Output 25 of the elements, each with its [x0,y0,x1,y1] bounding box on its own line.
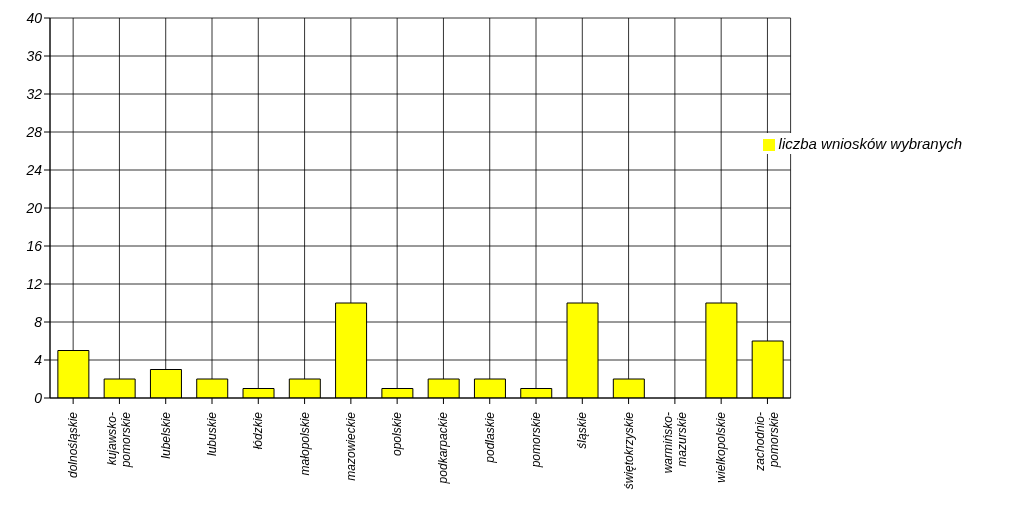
x-tick-label: mazowieckie [343,411,358,481]
x-tick-label: łódzkie [251,411,266,450]
x-tick-label: dolnośląskie [66,411,81,479]
x-tick-label: opolskie [390,411,405,457]
x-tick-label: wielkopolskie [714,411,729,483]
y-tick-label: 8 [34,313,43,330]
y-tick-label: 40 [26,9,43,26]
y-tick-label: 28 [25,123,43,140]
y-tick-label: 32 [26,85,43,102]
x-tick-label: świętokrzyskie [621,411,636,490]
x-tick-label: pomorskie [529,411,544,469]
y-tick-label: 4 [34,351,43,368]
y-tick-label: 24 [25,161,43,178]
x-tick-label: podkarpackie [436,411,451,485]
y-tick-label: 16 [26,237,43,254]
x-tick-label: lubelskie [158,411,173,459]
x-tick-label: lubuskie [205,411,219,457]
y-tick-label: 20 [25,199,43,216]
y-tick-label: 36 [26,47,43,64]
x-tick-label: podlaskie [482,411,497,464]
legend-label: liczba wniosków wybranych [778,135,962,152]
y-tick-label: 0 [34,389,43,406]
x-tick-label: małopolskie [297,411,312,476]
y-tick-label: 12 [26,275,43,292]
x-tick-label: śląskie [575,411,590,449]
